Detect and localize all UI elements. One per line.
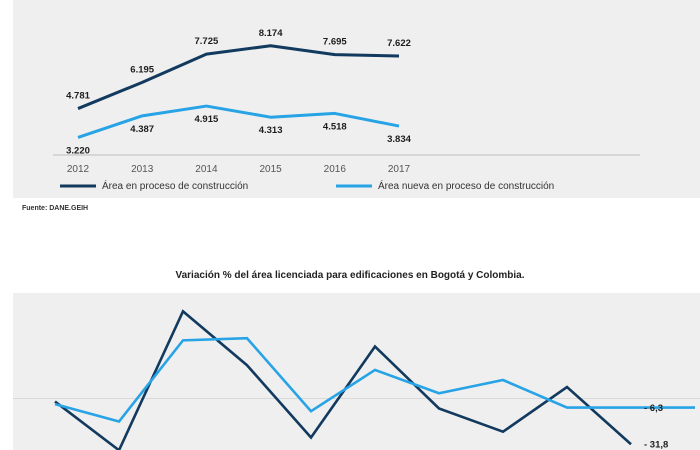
x-tick-label: 2016: [324, 164, 347, 175]
data-label: 4.313: [259, 125, 283, 136]
series-line-2: [54, 336, 695, 424]
data-label: 7.622: [387, 38, 411, 49]
line-chart-construction-area: 4.781 6.195 7.725 8.174 7.695 7.622 3.220 4.387…: [13, 0, 700, 198]
data-label: 8.174: [259, 28, 283, 39]
data-label: 4.387: [130, 124, 154, 135]
x-tick-label: 2012: [67, 164, 90, 175]
x-tick-label: 2014: [195, 164, 218, 175]
series-line-2: [77, 104, 400, 139]
end-label-dark: - 31,8: [644, 440, 668, 450]
x-tick-label: 2013: [131, 164, 154, 175]
chart-title-variation: Variación % del área licenciada para edi…: [175, 270, 525, 281]
legend-label-2: Área nueva en proceso de construcción: [378, 179, 554, 192]
data-label: 4.781: [66, 91, 90, 102]
data-label: 3.834: [387, 134, 411, 145]
end-label-light: - 6,3: [644, 403, 663, 414]
line-chart-variation: - 6,3 - 31,8: [13, 293, 700, 450]
data-label: 4.915: [195, 114, 219, 125]
series-line-1: [77, 44, 400, 110]
plot-panel: [13, 0, 700, 198]
data-label: 7.725: [195, 36, 219, 47]
x-tick-label: 2017: [388, 164, 411, 175]
source-note: Fuente: DANE.GEIH: [22, 205, 89, 212]
data-label: 7.695: [323, 37, 347, 48]
legend-label-1: Área en proceso de construcción: [102, 179, 248, 192]
data-label: 4.518: [323, 121, 347, 132]
x-tick-label: 2015: [259, 164, 282, 175]
data-label: 3.220: [66, 145, 90, 156]
data-label: 6.195: [130, 64, 154, 75]
